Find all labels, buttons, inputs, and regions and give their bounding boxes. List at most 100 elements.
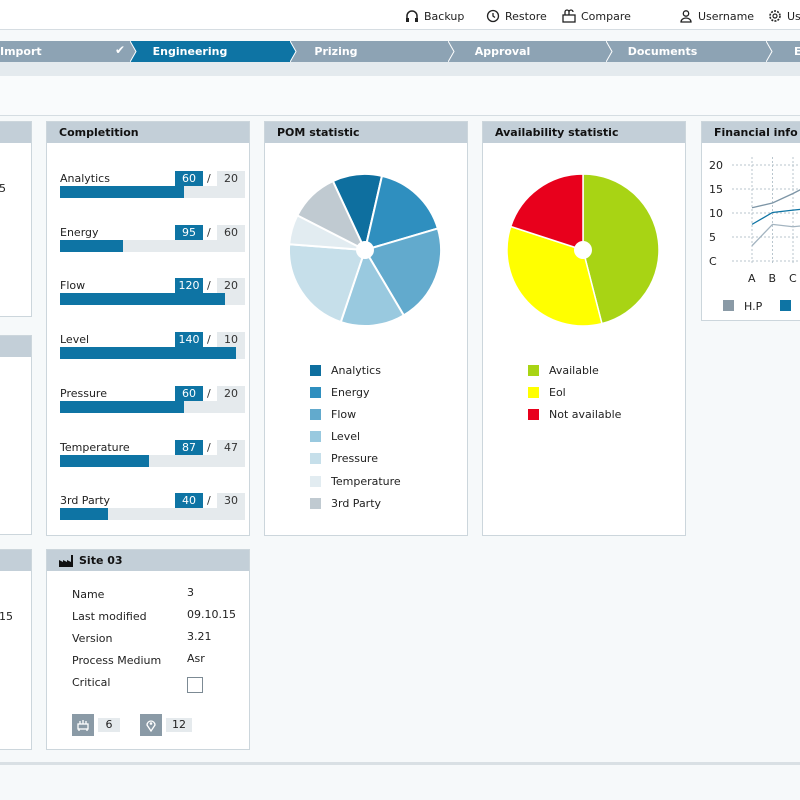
availability-slice[interactable] <box>509 173 584 252</box>
pom-legend-item[interactable]: Pressure <box>310 452 378 466</box>
completion-row-value: 60 <box>175 171 203 186</box>
financial-y-tick: 20 <box>709 159 723 172</box>
site-header: Site 03 <box>47 550 249 571</box>
compare-icon <box>562 9 576 23</box>
step-prizing-label: Prizing <box>314 45 358 58</box>
site-field-label: Version <box>72 632 113 645</box>
legend-label: Temperature <box>331 474 401 488</box>
completion-row-label: Analytics <box>60 172 110 185</box>
completion-row-value: 40 <box>175 493 203 509</box>
financial-title: Financial info <box>702 122 800 143</box>
pom-legend-item[interactable]: Analytics <box>310 363 381 377</box>
pom-slice[interactable] <box>339 247 406 327</box>
username-button[interactable]: Username <box>679 8 754 24</box>
left-panel-header <box>0 550 31 571</box>
user-settings-label: Use <box>787 9 800 23</box>
completion-row-value: 120 <box>175 278 203 294</box>
site-panel: Site 03 Name 3 Last modified 09.10.15 Versio… <box>46 549 250 750</box>
completion-progress-bar <box>60 239 245 252</box>
left-panel-value: 5 <box>0 182 6 195</box>
completion-row-label: 3rd Party <box>60 494 111 508</box>
step-prizing[interactable]: Prizing <box>296 41 376 62</box>
completion-row-total: 47 <box>217 439 245 455</box>
pom-slice[interactable] <box>296 179 368 253</box>
completion-row-separator: / <box>207 225 211 239</box>
site-field-label: Name <box>72 588 105 601</box>
step-separator <box>606 41 613 62</box>
completion-progress-fill <box>60 454 149 467</box>
pom-slice[interactable] <box>363 227 442 317</box>
gear-icon <box>769 10 781 22</box>
site-field-value: 09.10.15 <box>187 608 236 621</box>
pom-slice[interactable] <box>363 174 440 252</box>
legend-swatch <box>528 408 539 420</box>
user-icon <box>680 10 692 23</box>
completion-row-separator: / <box>207 386 211 400</box>
availability-slice[interactable] <box>582 173 660 325</box>
completion-row-value: 60 <box>175 385 203 401</box>
legend-label: Energy <box>331 385 370 399</box>
step-engineering[interactable]: Engineering <box>130 41 290 62</box>
pom-legend-item[interactable]: Level <box>310 430 360 444</box>
legend-label: Not available <box>549 407 622 421</box>
pom-slice[interactable] <box>288 243 367 324</box>
completion-progress-fill <box>60 239 123 252</box>
financial-y-tick: 15 <box>709 183 723 196</box>
completion-row-total: 60 <box>217 224 245 240</box>
device-count: 6 <box>98 718 120 732</box>
factory-icon <box>59 554 73 567</box>
restore-button[interactable]: Restore <box>486 8 547 24</box>
pom-legend-item[interactable]: Temperature <box>310 474 401 488</box>
location-count-icon-box[interactable] <box>140 714 162 736</box>
completion-row-separator: / <box>207 172 211 185</box>
legend-swatch <box>310 386 321 398</box>
compare-button[interactable]: Compare <box>562 8 631 24</box>
availability-legend-item[interactable]: Available <box>528 363 599 377</box>
top-toolbar: Backup Restore Compare Username Use <box>0 0 800 30</box>
legend-label: 3rd Party <box>331 496 382 510</box>
completion-row-separator: / <box>207 333 211 347</box>
left-panel-top: 5 <box>0 121 32 317</box>
compare-label: Compare <box>581 9 631 23</box>
legend-label: Level <box>331 430 361 444</box>
availability-legend-item[interactable]: Eol <box>528 385 566 399</box>
financial-series-line[interactable] <box>751 223 800 247</box>
step-approval-label: Approval <box>474 45 531 58</box>
pom-legend-item[interactable]: Flow <box>310 407 356 421</box>
workflow-steps: Import ✔ Engineering Prizing Approval Do… <box>0 41 800 62</box>
completion-row-total: 20 <box>217 171 245 186</box>
completion-row-label: Flow <box>60 279 86 293</box>
legend-label: Available <box>549 363 599 377</box>
footer-divider <box>0 762 800 765</box>
step-approval[interactable]: Approval <box>455 41 550 62</box>
legend-swatch <box>310 364 321 376</box>
site-field-value: Asr <box>187 652 205 665</box>
steps-substrip <box>0 62 800 76</box>
pom-legend-item[interactable]: Energy <box>310 385 370 399</box>
completion-row-label: Temperature <box>60 440 130 454</box>
completion-progress-bar <box>60 347 245 360</box>
step-separator <box>130 41 137 62</box>
availability-legend-item[interactable]: Not available <box>528 407 621 421</box>
completion-row-label: Level <box>60 333 90 347</box>
step-import-label: Import <box>0 45 42 58</box>
completion-progress-fill <box>60 186 184 198</box>
left-panel-bottom: 15 <box>0 549 32 750</box>
step-documents[interactable]: Documents <box>615 41 710 62</box>
backup-button[interactable]: Backup <box>405 8 464 24</box>
financial-series-line[interactable] <box>751 184 800 209</box>
legend-label: Pressure <box>331 452 378 466</box>
critical-checkbox[interactable] <box>187 677 203 693</box>
device-count-icon-box[interactable] <box>72 714 94 736</box>
financial-series-line[interactable] <box>751 208 800 225</box>
pom-legend-item[interactable]: 3rd Party <box>310 496 381 510</box>
restore-label: Restore <box>505 9 547 23</box>
financial-y-tick: 5 <box>709 231 716 244</box>
availability-center-hole <box>574 241 592 259</box>
availability-panel: Availability statistic Available Eol Not a… <box>482 121 686 536</box>
user-settings-button[interactable]: Use <box>768 8 800 24</box>
completion-row-total: 20 <box>217 278 245 294</box>
step-e[interactable]: E <box>780 41 800 62</box>
step-import[interactable]: Import ✔ <box>0 41 130 62</box>
